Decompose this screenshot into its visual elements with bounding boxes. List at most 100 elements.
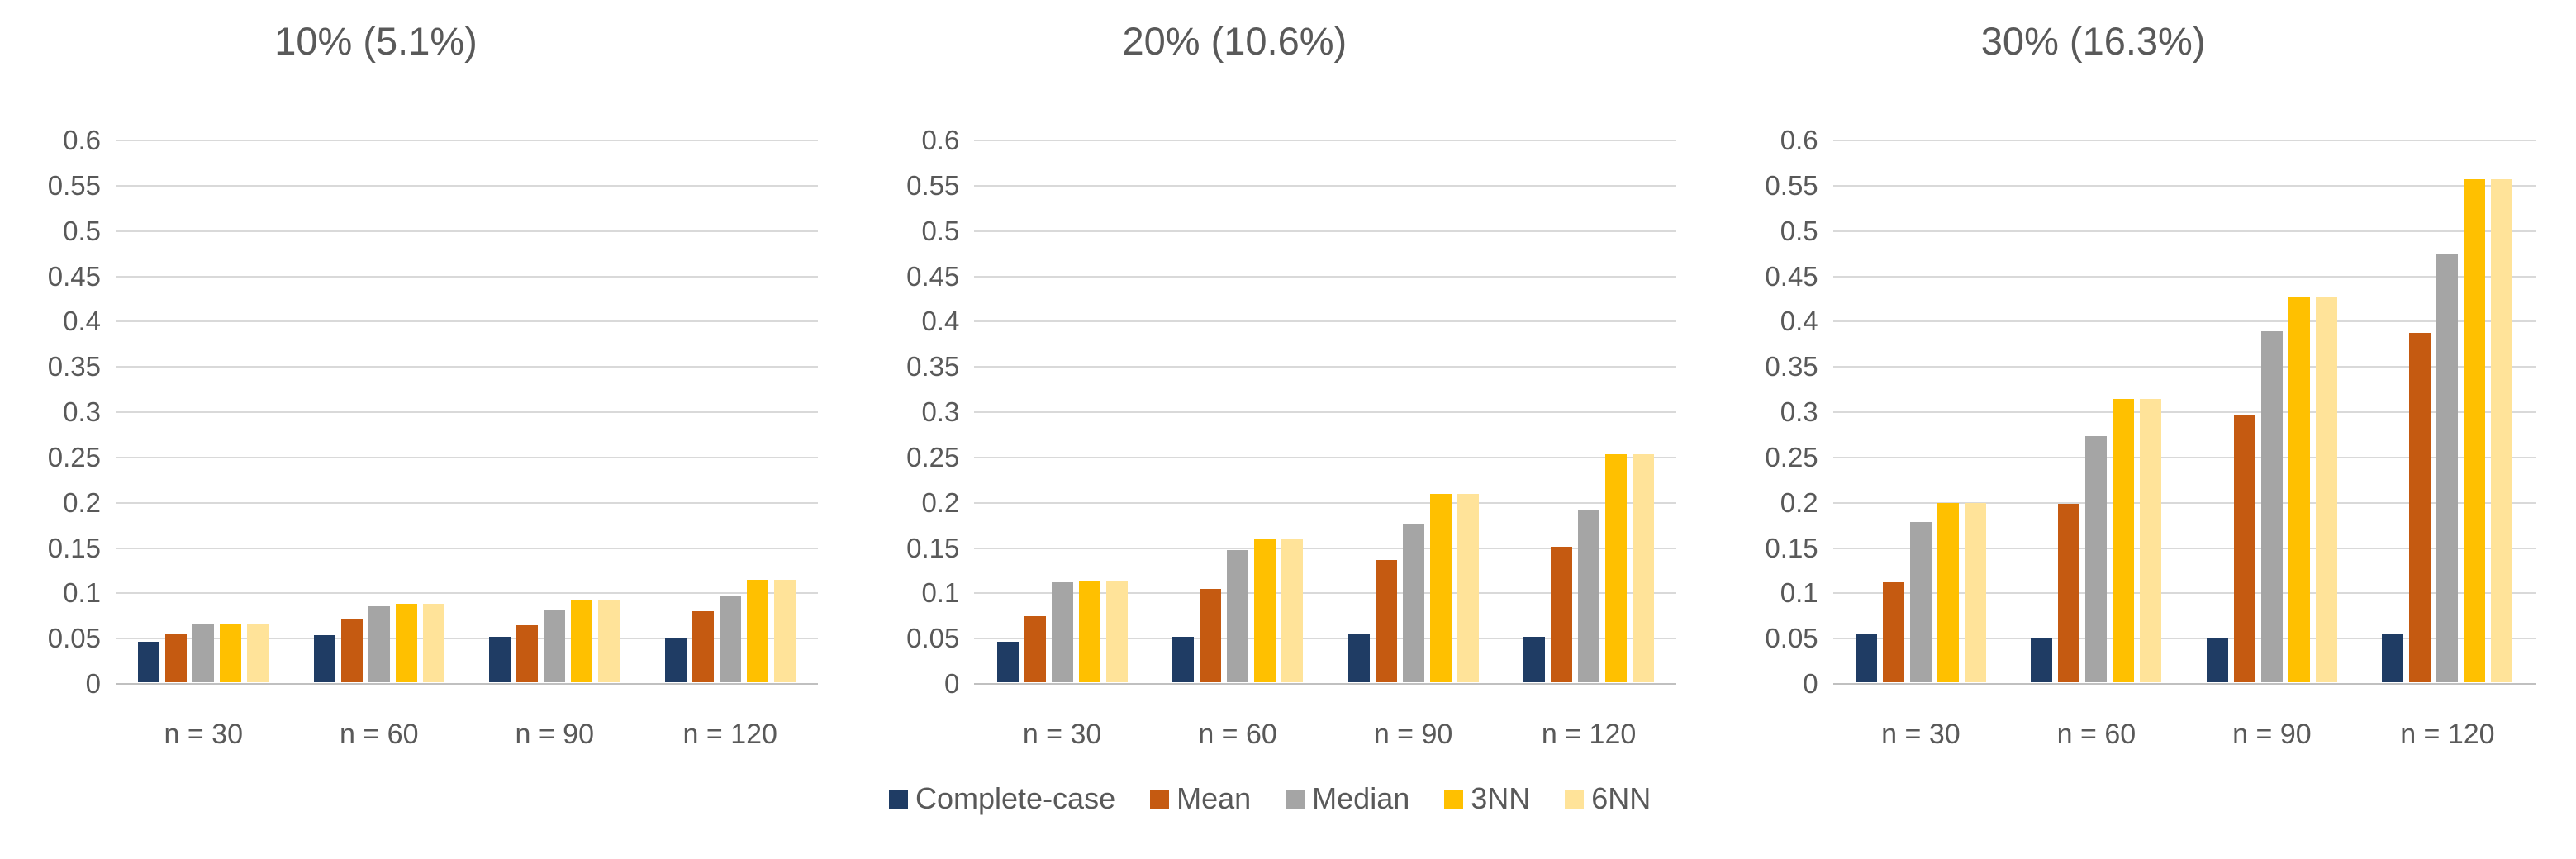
- bar-6nn: [1964, 502, 1986, 682]
- bar-complete-case: [138, 641, 160, 682]
- x-axis-category-label: n = 30: [1881, 719, 1961, 750]
- y-axis-tick-label: 0.1: [63, 577, 101, 609]
- plot-area: [116, 140, 818, 685]
- legend-item-3nn: 3NN: [1444, 781, 1530, 816]
- bar-6nn: [1281, 538, 1304, 682]
- bar-median: [2436, 254, 2459, 682]
- chart-panel-1: 10% (5.1%) 0 0.05 0.1 0.15 0.2 0.25 0.3 0.35 0.4 0…: [0, 0, 858, 859]
- chart-title: 30% (16.3%): [1980, 19, 2206, 63]
- bar-mean: [2058, 503, 2080, 682]
- bar-complete-case: [2206, 638, 2228, 682]
- bar-complete-case: [996, 641, 1019, 682]
- x-axis-category-label: n = 120: [682, 719, 777, 750]
- bar-6nn: [2315, 296, 2337, 682]
- y-axis-tick-label: 0.6: [63, 125, 101, 155]
- bar-complete-case: [664, 638, 687, 682]
- y-axis-tick-label: 0.6: [921, 125, 960, 155]
- legend-label: Mean: [1176, 781, 1252, 815]
- bar-6nn: [422, 603, 444, 682]
- gridline: [974, 140, 1677, 141]
- chart-title: 10% (5.1%): [274, 19, 478, 63]
- y-axis-tick-label: 0.25: [47, 441, 101, 472]
- y-axis-tick-label: 0.1: [1780, 577, 1818, 609]
- y-axis-tick-label: 0.2: [921, 486, 960, 518]
- bar-complete-case: [313, 634, 335, 682]
- gridline: [974, 366, 1677, 368]
- y-axis-tick-label: 0.35: [47, 351, 101, 382]
- y-axis-tick-label: 0.15: [1765, 532, 1818, 563]
- bar-median: [192, 624, 215, 682]
- y-axis-tick-label: 0.55: [47, 169, 101, 201]
- y-axis-tick-label: 0.1: [921, 577, 960, 609]
- x-axis-category-label: n = 30: [164, 719, 243, 750]
- x-axis-category-label: n = 60: [340, 719, 419, 750]
- bar-complete-case: [1347, 634, 1370, 682]
- gridline: [116, 184, 818, 187]
- legend-item-mean: Mean: [1150, 781, 1251, 816]
- gridline: [1832, 140, 2536, 141]
- gridline: [116, 592, 818, 595]
- bar-3nn: [746, 580, 768, 682]
- bar-mean: [1200, 589, 1222, 682]
- gridline: [116, 638, 818, 640]
- y-axis-tick-label: 0.3: [1780, 396, 1818, 427]
- gridline: [116, 456, 818, 458]
- bar-6nn: [247, 623, 269, 682]
- legend-label: Complete-case: [915, 781, 1116, 815]
- x-axis-category-label: n = 120: [1541, 719, 1637, 750]
- y-axis-tick-label: 0.55: [1765, 169, 1818, 201]
- y-axis-tick-label: 0.6: [1780, 125, 1818, 155]
- y-axis-tick-label: 0.35: [906, 351, 960, 382]
- plot-area: [1832, 140, 2536, 685]
- x-axis-category-label: n = 90: [515, 719, 594, 750]
- bar-mean: [1375, 559, 1397, 682]
- gridline: [974, 638, 1677, 640]
- x-axis-category-label: n = 30: [1022, 719, 1102, 750]
- y-axis-tick-label: 0.2: [63, 486, 101, 518]
- gridline: [1832, 501, 2536, 504]
- bar-mean: [165, 634, 188, 682]
- bar-median: [1909, 521, 1932, 682]
- y-axis-tick-label: 0.3: [921, 396, 960, 427]
- gridline: [1832, 547, 2536, 549]
- bar-median: [544, 610, 566, 682]
- gridline: [116, 683, 818, 685]
- bar-3nn: [1937, 502, 1959, 682]
- bar-complete-case: [1523, 637, 1546, 682]
- y-axis-tick-label: 0.45: [1765, 260, 1818, 292]
- gridline: [116, 230, 818, 232]
- gridline: [974, 411, 1677, 413]
- gridline: [1832, 366, 2536, 368]
- gridline: [1832, 592, 2536, 595]
- y-axis-tick-label: 0.5: [63, 215, 101, 246]
- gridline: [974, 275, 1677, 278]
- bar-complete-case: [1172, 637, 1195, 682]
- gridline: [116, 501, 818, 504]
- gridline: [974, 547, 1677, 549]
- bar-complete-case: [1855, 634, 1877, 682]
- bar-complete-case: [489, 637, 511, 682]
- y-axis-tick-label: 0.25: [1765, 441, 1818, 472]
- bar-median: [368, 605, 390, 682]
- y-axis-tick-label: 0.35: [1765, 351, 1818, 382]
- bar-mean: [2233, 415, 2255, 682]
- legend-swatch-icon: [1150, 789, 1170, 809]
- legend-item-6nn: 6NN: [1565, 781, 1651, 816]
- y-axis-tick-label: 0.05: [1765, 623, 1818, 654]
- x-axis-category-label: n = 90: [1373, 719, 1453, 750]
- bar-median: [719, 596, 741, 682]
- gridline: [1832, 230, 2536, 232]
- gridline: [116, 547, 818, 549]
- gridline: [974, 683, 1677, 685]
- chart-legend: Complete-case Mean Median 3NN 6NN: [889, 781, 1651, 816]
- gridline: [1832, 683, 2536, 685]
- gridline: [1832, 320, 2536, 323]
- gridline: [974, 456, 1677, 458]
- gridline: [974, 501, 1677, 504]
- y-axis-tick-label: 0: [1803, 668, 1818, 699]
- legend-label: Median: [1312, 781, 1410, 815]
- bar-3nn: [1429, 493, 1452, 682]
- bar-complete-case: [2382, 634, 2404, 682]
- legend-swatch-icon: [1444, 789, 1464, 809]
